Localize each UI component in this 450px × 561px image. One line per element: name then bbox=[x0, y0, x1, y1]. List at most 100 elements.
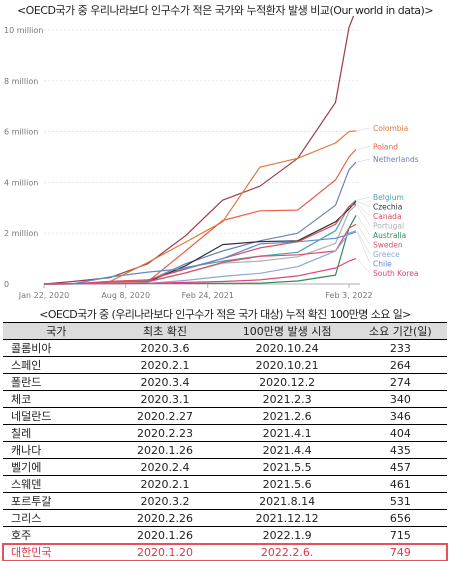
table-cell: 749 bbox=[353, 543, 447, 561]
table-cell: 2021.12.12 bbox=[220, 509, 354, 527]
table-cell: 2020.2.27 bbox=[109, 407, 221, 425]
series-line bbox=[43, 231, 357, 285]
x-tick-label: Aug 8, 2020 bbox=[101, 291, 150, 300]
legend-leader bbox=[356, 231, 371, 264]
legend-leader bbox=[356, 196, 371, 201]
legend-leader bbox=[356, 146, 371, 150]
legend-label: Belgium bbox=[373, 193, 404, 202]
table-cell: 2020.2.1 bbox=[109, 356, 221, 374]
y-tick-label: 2 million bbox=[4, 229, 38, 238]
table-cell: 2020.3.4 bbox=[109, 373, 221, 391]
table-cell: 2020.10.24 bbox=[220, 339, 354, 357]
table-cell: 2020.2.1 bbox=[109, 475, 221, 493]
table-cell: 스웨덴 bbox=[3, 475, 110, 493]
legend-label: South Korea bbox=[373, 269, 418, 278]
table-row: 칠레 2020.2.23 2021.4.1 404 bbox=[3, 424, 447, 442]
line-chart: 0 2 million 4 million 6 million 8 million 10 … bbox=[4, 16, 419, 300]
table-row: 캐나다 2020.1.26 2021.4.4 435 bbox=[3, 441, 447, 459]
column-header: 100만명 발생 시점 bbox=[220, 322, 354, 340]
table-row: 체코 2020.3.1 2021.2.3 340 bbox=[3, 390, 447, 408]
series-line bbox=[43, 258, 357, 285]
series-line bbox=[43, 199, 357, 285]
series-line bbox=[43, 203, 357, 285]
data-table: 국가 최초 확진 100만명 발생 시점 소요 기간(일) 콜롬비아 2020.3.6 2… bbox=[2, 322, 448, 561]
table-cell: 274 bbox=[353, 373, 447, 391]
y-tick-label: 6 million bbox=[4, 128, 38, 137]
table-cell: 346 bbox=[353, 407, 447, 425]
table-row: 호주 2020.1.26 2022.1.9 715 bbox=[3, 526, 447, 544]
table-cell: 2022.2.6. bbox=[220, 543, 354, 561]
legend-label: Colombia bbox=[373, 124, 408, 133]
table-cell: 2020.1.26 bbox=[109, 441, 221, 459]
legend-leader bbox=[356, 215, 371, 236]
legend-leader bbox=[356, 258, 371, 274]
table-cell: 2020.3.6 bbox=[109, 339, 221, 357]
y-tick-label: 0 bbox=[4, 280, 9, 289]
table-cell: 벨기에 bbox=[3, 458, 110, 476]
table-cell: 2021.2.3 bbox=[220, 390, 354, 408]
table-cell: 2020.10.21 bbox=[220, 356, 354, 374]
table-cell: 656 bbox=[353, 509, 447, 527]
table-row: 콜롬비아 2020.3.6 2020.10.24 233 bbox=[3, 339, 447, 357]
table-cell: 그리스 bbox=[3, 509, 110, 527]
column-header: 소요 기간(일) bbox=[353, 322, 447, 340]
table-cell: 2020.1.26 bbox=[109, 526, 221, 544]
table-cell: 2020.2.23 bbox=[109, 424, 221, 442]
series-line bbox=[43, 204, 357, 285]
table-row: 그리스 2020.2.26 2021.12.12 656 bbox=[3, 509, 447, 527]
table-cell: 233 bbox=[353, 339, 447, 357]
legend-label: Poland bbox=[373, 142, 398, 151]
legend-leader bbox=[356, 127, 371, 132]
legend-label: Czechia bbox=[373, 203, 402, 212]
series-line bbox=[43, 148, 357, 285]
table-cell: 404 bbox=[353, 424, 447, 442]
legend-label: Canada bbox=[373, 212, 402, 221]
legend-leader bbox=[356, 201, 371, 207]
y-tick-label: 4 million bbox=[4, 178, 38, 187]
legend-leader bbox=[356, 205, 371, 226]
table-header-row: 국가 최초 확진 100만명 발생 시점 소요 기간(일) bbox=[3, 322, 447, 340]
table-row: 포르투갈 2020.3.2 2021.8.14 531 bbox=[3, 492, 447, 510]
legend-label: Netherlands bbox=[373, 155, 419, 164]
legend-label: Greece bbox=[373, 250, 400, 259]
table-cell: 칠레 bbox=[3, 424, 110, 442]
x-tick-label: Jan 22, 2020 bbox=[18, 291, 70, 300]
series-line bbox=[43, 223, 357, 285]
table-row: 폴란드 2020.3.4 2020.12.2 274 bbox=[3, 373, 447, 391]
table-cell: 2021.4.1 bbox=[220, 424, 354, 442]
legend-label: Portugal bbox=[373, 222, 404, 231]
table-cell: 네덜란드 bbox=[3, 407, 110, 425]
table-cell: 264 bbox=[353, 356, 447, 374]
legend-label: Australia bbox=[373, 231, 406, 240]
table-title: <OECD국가 중 (우리나라보다 인구수가 적은 국가 대상) 누적 확진 1… bbox=[39, 308, 411, 321]
y-tick-label: 8 million bbox=[4, 77, 38, 86]
chart-title: <OECD국가 중 우리나라보다 인구수가 적은 국가와 누적환자 발생 비교(… bbox=[16, 4, 434, 17]
table-cell: 2022.1.9 bbox=[220, 526, 354, 544]
table-cell: 콜롬비아 bbox=[3, 339, 110, 357]
series-line bbox=[43, 161, 357, 285]
legend-leader bbox=[356, 224, 371, 245]
table-cell: 2021.5.5 bbox=[220, 458, 354, 476]
table-cell: 2021.5.6 bbox=[220, 475, 354, 493]
table-cell: 스페인 bbox=[3, 356, 110, 374]
table-row: 스웨덴 2020.2.1 2021.5.6 461 bbox=[3, 475, 447, 493]
table-row: 스페인 2020.2.1 2020.10.21 264 bbox=[3, 356, 447, 374]
table-cell: 호주 bbox=[3, 526, 110, 544]
table-cell: 461 bbox=[353, 475, 447, 493]
legend-leader bbox=[356, 230, 371, 255]
table-cell: 2020.2.4 bbox=[109, 458, 221, 476]
table-cell: 2020.3.1 bbox=[109, 390, 221, 408]
table-cell: 2020.1.20 bbox=[109, 543, 221, 561]
y-tick-label: 10 million bbox=[4, 26, 43, 35]
table-cell: 캐나다 bbox=[3, 441, 110, 459]
table-row: 벨기에 2020.2.4 2021.5.5 457 bbox=[3, 458, 447, 476]
table-cell: 531 bbox=[353, 492, 447, 510]
series-line bbox=[44, 130, 357, 285]
legend-leader bbox=[356, 203, 371, 217]
table-cell: 2020.12.2 bbox=[220, 373, 354, 391]
table-cell: 체코 bbox=[3, 390, 110, 408]
table-row: 네덜란드 2020.2.27 2021.2.6 346 bbox=[3, 407, 447, 425]
table-cell: 340 bbox=[353, 390, 447, 408]
table-cell: 715 bbox=[353, 526, 447, 544]
table-cell: 포르투갈 bbox=[3, 492, 110, 510]
